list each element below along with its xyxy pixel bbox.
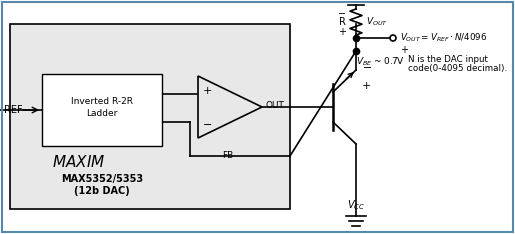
Text: +: + xyxy=(400,45,408,55)
Text: MAX5352/5353: MAX5352/5353 xyxy=(61,174,143,184)
Text: $-$: $-$ xyxy=(202,118,212,128)
Text: $\mathit{MAXIM}$: $\mathit{MAXIM}$ xyxy=(52,154,105,170)
Text: N is the DAC input: N is the DAC input xyxy=(408,55,488,63)
Text: (12b DAC): (12b DAC) xyxy=(74,186,130,196)
Text: Inverted R-2R: Inverted R-2R xyxy=(71,98,133,106)
Text: R: R xyxy=(339,17,346,27)
FancyBboxPatch shape xyxy=(10,24,290,209)
Text: REF: REF xyxy=(4,105,23,115)
Text: $V_{BE}$ ~ 0.7V: $V_{BE}$ ~ 0.7V xyxy=(356,56,404,68)
Text: Ladder: Ladder xyxy=(87,110,118,118)
Polygon shape xyxy=(198,76,262,138)
Text: $-$: $-$ xyxy=(362,61,372,71)
Text: $V_{OUT} = V_{REF} \cdot N / 4096$: $V_{OUT} = V_{REF} \cdot N / 4096$ xyxy=(400,32,487,44)
Text: code(0-4095 decimal).: code(0-4095 decimal). xyxy=(408,65,507,73)
Text: FB: FB xyxy=(222,151,234,161)
Text: $V_{CC}$: $V_{CC}$ xyxy=(347,198,365,212)
Text: +: + xyxy=(338,27,346,37)
Text: $-$: $-$ xyxy=(337,7,346,17)
Text: $V_{OUT}$: $V_{OUT}$ xyxy=(366,16,388,28)
FancyBboxPatch shape xyxy=(42,74,162,146)
Text: +: + xyxy=(362,81,371,91)
Text: +: + xyxy=(202,86,212,96)
Text: OUT: OUT xyxy=(265,100,284,110)
